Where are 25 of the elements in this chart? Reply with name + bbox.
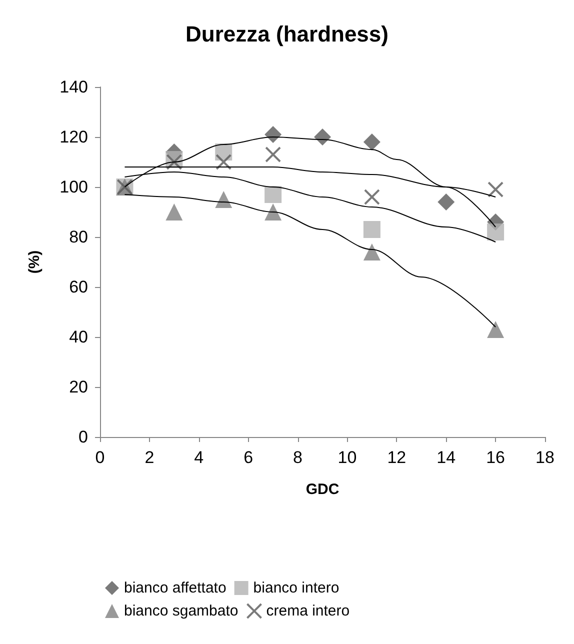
y-tick-label: 100 (60, 178, 88, 196)
y-tick-label: 40 (69, 328, 88, 346)
legend-label: crema intero (266, 602, 350, 620)
x-tick-label: 8 (293, 448, 303, 467)
x-tick-label: 0 (95, 448, 105, 467)
y-axis-title: (%) (26, 250, 43, 274)
y-tick-label: 140 (60, 78, 88, 96)
x-tick-label: 12 (387, 448, 406, 467)
x-tick-label: 16 (486, 448, 506, 467)
x-tick-label: 2 (144, 448, 154, 467)
legend-label: bianco intero (253, 580, 340, 596)
y-tick-label: 60 (69, 278, 88, 296)
y-tick-label: 0 (78, 428, 88, 446)
x-tick-label: 10 (338, 448, 357, 467)
chart-title: Durezza (hardness) (186, 22, 388, 46)
legend-label: bianco affettato (124, 580, 226, 596)
x-axis-title: GDC (306, 481, 340, 498)
x-tick-label: 6 (244, 448, 254, 467)
legend-label: bianco sgambato (124, 602, 238, 620)
x-tick-label: 18 (536, 448, 554, 467)
x-tick-label: 4 (194, 448, 204, 467)
y-tick-label: 20 (69, 378, 88, 396)
y-tick-label: 120 (60, 128, 88, 146)
y-tick-label: 80 (69, 228, 88, 246)
x-tick-label: 14 (436, 448, 456, 467)
